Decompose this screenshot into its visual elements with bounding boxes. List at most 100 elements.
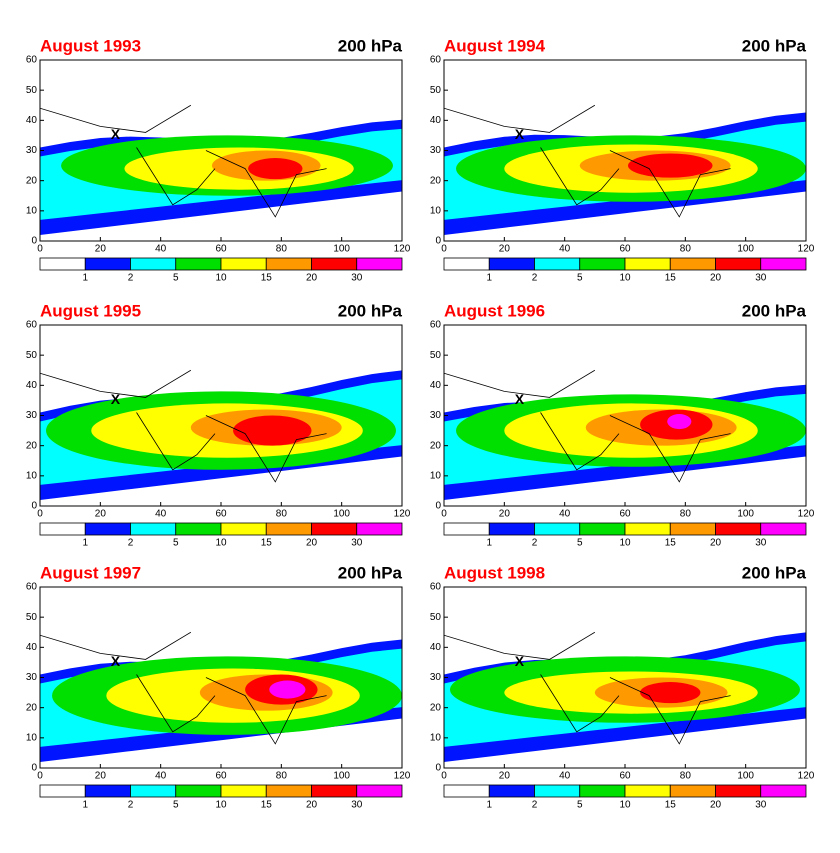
colorbar-label: 2	[128, 273, 134, 284]
y-tick-label: 10	[26, 470, 38, 481]
colorbar-label: 5	[173, 273, 179, 284]
y-tick-label: 30	[430, 672, 442, 683]
site-marker: X	[111, 653, 121, 669]
x-tick-label: 80	[276, 771, 288, 782]
x-tick-label: 60	[215, 509, 227, 520]
colorbar-label: 1	[486, 538, 492, 549]
colorbar-box	[356, 784, 403, 798]
coastline	[40, 104, 327, 218]
colorbar-label: 30	[755, 273, 767, 284]
y-tick-label: 0	[31, 763, 37, 774]
x-tick-label: 80	[276, 244, 288, 255]
colorbar-box	[265, 522, 312, 536]
colorbar-label: 20	[710, 538, 722, 549]
colorbar-box	[669, 522, 716, 536]
y-tick-label: 50	[26, 85, 38, 96]
y-tick-label: 20	[430, 175, 442, 186]
x-tick-label: 100	[737, 244, 754, 255]
colorbar-box	[443, 522, 490, 536]
x-tick-label: 120	[798, 771, 815, 782]
y-tick-label: 50	[430, 85, 442, 96]
colorbar-label: 5	[577, 538, 583, 549]
site-marker: X	[111, 126, 121, 142]
colorbar-box	[265, 784, 312, 798]
x-tick-label: 0	[37, 509, 43, 520]
x-tick-label: 60	[619, 244, 631, 255]
colorbar-label: 10	[619, 273, 631, 284]
colorbar-box	[534, 257, 581, 271]
y-tick-label: 10	[26, 732, 38, 743]
colorbar-label: 30	[351, 538, 363, 549]
colorbar-label: 20	[306, 273, 318, 284]
x-tick-label: 20	[95, 771, 107, 782]
map-field	[40, 325, 402, 506]
colorbar-box	[715, 257, 762, 271]
colorbar-label: 15	[665, 800, 677, 811]
y-tick-label: 30	[430, 145, 442, 156]
colorbar-label: 20	[710, 273, 722, 284]
colorbar-label: 5	[173, 538, 179, 549]
colorbar-label: 15	[261, 800, 273, 811]
colorbar-box	[220, 784, 267, 798]
colorbar-box	[534, 522, 581, 536]
y-tick-label: 0	[435, 763, 441, 774]
colorbar-box	[624, 522, 671, 536]
x-tick-label: 0	[441, 771, 447, 782]
y-tick-label: 60	[430, 582, 442, 593]
x-tick-label: 100	[737, 509, 754, 520]
colorbar-box	[265, 257, 312, 271]
colorbar-box	[175, 784, 222, 798]
coastline	[40, 631, 327, 745]
contour	[628, 153, 713, 178]
colorbar-box	[488, 257, 535, 271]
site-marker: X	[111, 391, 121, 407]
colorbar-label: 5	[577, 273, 583, 284]
colorbar-box	[39, 784, 86, 798]
y-tick-label: 20	[26, 440, 38, 451]
x-tick-label: 60	[619, 771, 631, 782]
colorbar-box	[311, 257, 358, 271]
y-tick-label: 60	[26, 582, 38, 593]
panel-level: 200 hPa	[742, 301, 807, 320]
x-tick-label: 20	[95, 509, 107, 520]
colorbar-label: 20	[710, 800, 722, 811]
y-tick-label: 10	[26, 205, 38, 216]
y-tick-label: 30	[26, 672, 38, 683]
y-tick-label: 10	[430, 732, 442, 743]
colorbar-box	[130, 522, 177, 536]
x-tick-label: 0	[37, 244, 43, 255]
y-tick-label: 20	[26, 702, 38, 713]
y-tick-label: 0	[435, 501, 441, 512]
y-tick-label: 60	[26, 320, 38, 331]
colorbar-label: 2	[532, 273, 538, 284]
y-tick-label: 20	[26, 175, 38, 186]
x-tick-label: 100	[333, 509, 350, 520]
colorbar-box	[175, 257, 222, 271]
y-tick-label: 10	[430, 205, 442, 216]
colorbar-label: 10	[215, 800, 227, 811]
x-tick-label: 20	[499, 509, 511, 520]
contour	[640, 682, 701, 704]
x-tick-label: 40	[155, 771, 167, 782]
y-tick-label: 50	[26, 612, 38, 623]
site-marker: X	[515, 391, 525, 407]
x-tick-label: 80	[276, 509, 288, 520]
x-tick-label: 60	[619, 509, 631, 520]
colorbar-box	[579, 522, 626, 536]
y-tick-label: 50	[430, 612, 442, 623]
x-tick-label: 120	[798, 509, 815, 520]
colorbar-box	[715, 784, 762, 798]
map-field	[444, 60, 806, 241]
contour	[233, 415, 312, 446]
x-tick-label: 20	[499, 244, 511, 255]
colorbar-label: 10	[215, 273, 227, 284]
contour	[667, 413, 692, 430]
panel-title: August 1993	[40, 36, 141, 55]
colorbar-box	[760, 784, 807, 798]
colorbar-label: 2	[128, 800, 134, 811]
y-tick-label: 60	[430, 320, 442, 331]
panel-level: 200 hPa	[338, 36, 403, 55]
